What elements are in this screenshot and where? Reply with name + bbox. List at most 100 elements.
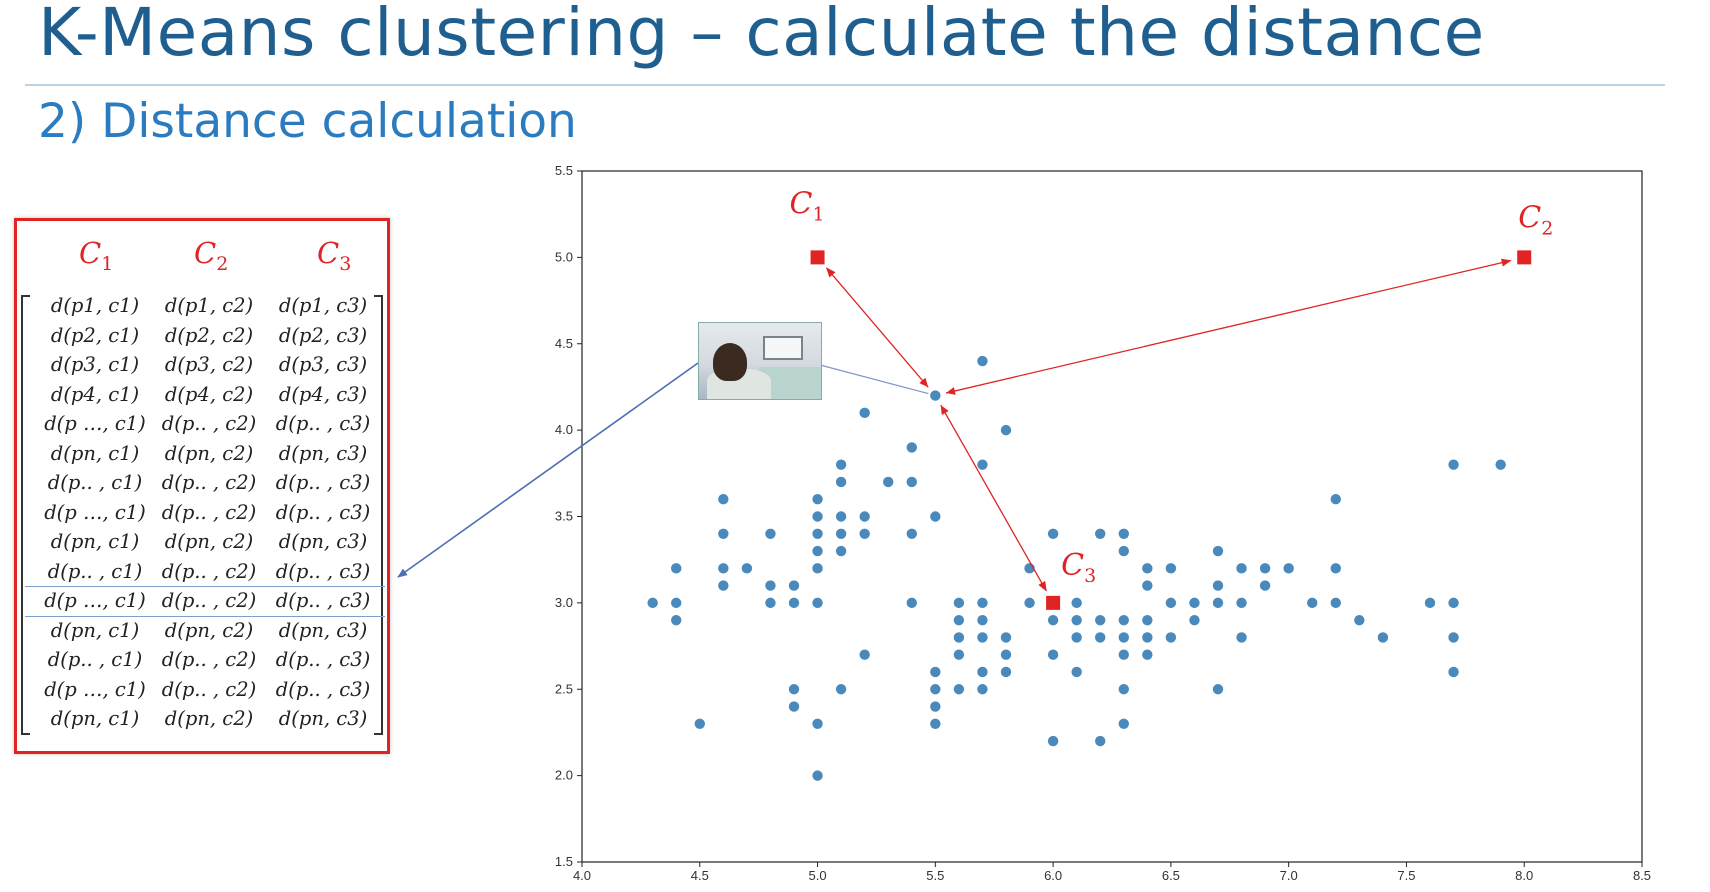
data-point (694, 718, 705, 729)
data-point (1165, 597, 1177, 609)
matrix-cell: d(pn, c3) (278, 441, 368, 465)
data-point (930, 666, 941, 678)
matrix-cell: d(p.. , c2) (161, 500, 257, 524)
data-point (859, 528, 870, 539)
matrix-cell: d(pn, c3) (278, 707, 368, 730)
data-point (1259, 580, 1271, 591)
data-point (1236, 632, 1247, 643)
data-point (812, 770, 823, 781)
matrix-cell: d(p2, c2) (164, 323, 254, 347)
arrow-head-point-end (946, 387, 956, 395)
matrix-cell: d(p.. , c3) (275, 500, 371, 524)
centroid-subscript: 3 (1084, 565, 1096, 587)
data-point (930, 511, 941, 522)
data-point (1165, 632, 1177, 643)
distance-matrix: C1 C2 C3 d(p1, c1) d(p1, c2) d(p1, c3) d(p2… (14, 218, 390, 754)
matrix-cell: d(pn, c1) (50, 441, 140, 465)
data-point (1212, 580, 1224, 591)
matrix-cell: d(p.. , c2) (161, 589, 257, 612)
data-point (765, 528, 776, 539)
data-point (1071, 597, 1082, 609)
data-point (718, 563, 729, 574)
data-point (1047, 528, 1059, 539)
matrix-row: d(p3, c1) d(p3, c2) d(p3, c3) (17, 350, 387, 380)
matrix-header-c3: C3 (317, 236, 352, 275)
data-point (1118, 684, 1129, 695)
data-point (1142, 632, 1153, 643)
data-point (1024, 597, 1035, 609)
data-point (953, 597, 965, 609)
distance-arrow-c1 (825, 267, 929, 388)
distance-arrow-c2 (945, 258, 1512, 394)
data-point (741, 563, 753, 574)
matrix-cell: d(p.. , c2) (161, 412, 257, 435)
data-point (1095, 632, 1106, 643)
data-point (1071, 632, 1082, 643)
data-point (812, 511, 823, 522)
data-point (1000, 632, 1012, 643)
data-point (977, 355, 988, 367)
data-point (1330, 494, 1341, 505)
data-point (1189, 597, 1200, 609)
data-point (788, 580, 800, 591)
data-point (1071, 666, 1082, 678)
matrix-rows: d(p1, c1) d(p1, c2) d(p1, c3) d(p2, c1) d(p2… (17, 291, 387, 734)
matrix-cell: d(p …, c1) (44, 500, 146, 524)
data-point (835, 545, 847, 557)
data-point (671, 614, 682, 626)
data-point (765, 597, 776, 609)
y-tick-label: 5.5 (555, 163, 573, 178)
y-tick-label: 3.0 (555, 595, 573, 610)
data-point (1283, 563, 1294, 574)
matrix-cell: d(p.. , c3) (275, 648, 371, 671)
matrix-row: d(p …, c1) d(p.. , c2) d(p.. , c3) (17, 586, 387, 616)
data-point (788, 597, 800, 609)
matrix-cell: d(p.. , c3) (275, 412, 371, 435)
data-point (1377, 632, 1389, 643)
thumbnail-tv (763, 336, 803, 360)
matrix-cell: d(pn, c3) (278, 530, 368, 553)
data-point (906, 597, 917, 609)
data-point (1142, 563, 1153, 574)
data-point (953, 632, 965, 643)
centroid-marker-c1 (810, 250, 825, 265)
matrix-cell: d(p …, c1) (44, 677, 146, 701)
data-point (1118, 632, 1129, 643)
y-tick-label: 2.0 (555, 768, 573, 783)
data-point (1142, 580, 1153, 591)
data-point (977, 597, 988, 609)
data-point (1118, 528, 1129, 539)
data-point (812, 528, 823, 539)
matrix-row: d(p4, c1) d(p4, c2) d(p4, c3) (17, 380, 387, 410)
thumbnail-connector (819, 364, 929, 395)
arrow-head-point-end (919, 377, 929, 388)
data-point (765, 580, 776, 591)
centroid-label-c1: C1 (790, 186, 825, 225)
x-tick-label: 5.0 (809, 868, 827, 883)
data-point (812, 718, 823, 729)
data-point (953, 684, 965, 695)
slide-title: K-Means clustering – calculate the dista… (38, 0, 1485, 71)
matrix-cell: d(p1, c3) (278, 294, 368, 317)
x-tick-label: 6.5 (1162, 868, 1180, 883)
x-tick-label: 5.5 (926, 868, 944, 883)
data-point (1236, 597, 1247, 609)
data-point (835, 684, 847, 695)
video-thumbnail-icon (698, 322, 822, 400)
centroid-marker-c2 (1517, 250, 1532, 265)
data-point (671, 597, 682, 609)
matrix-cell: d(pn, c1) (50, 530, 140, 553)
data-point (1212, 597, 1224, 609)
x-tick-label: 4.0 (573, 868, 591, 883)
data-point (906, 528, 917, 539)
data-point (788, 701, 800, 712)
y-tick-label: 4.5 (555, 336, 573, 351)
matrix-cell: d(p3, c1) (50, 353, 140, 376)
matrix-row: d(p …, c1) d(p.. , c2) d(p.. , c3) (17, 498, 387, 528)
data-point (1495, 459, 1506, 470)
matrix-cell: d(pn, c3) (278, 618, 368, 642)
centroid-label-c3: C3 (1061, 548, 1096, 587)
data-point (1307, 597, 1318, 609)
data-point (953, 649, 965, 660)
